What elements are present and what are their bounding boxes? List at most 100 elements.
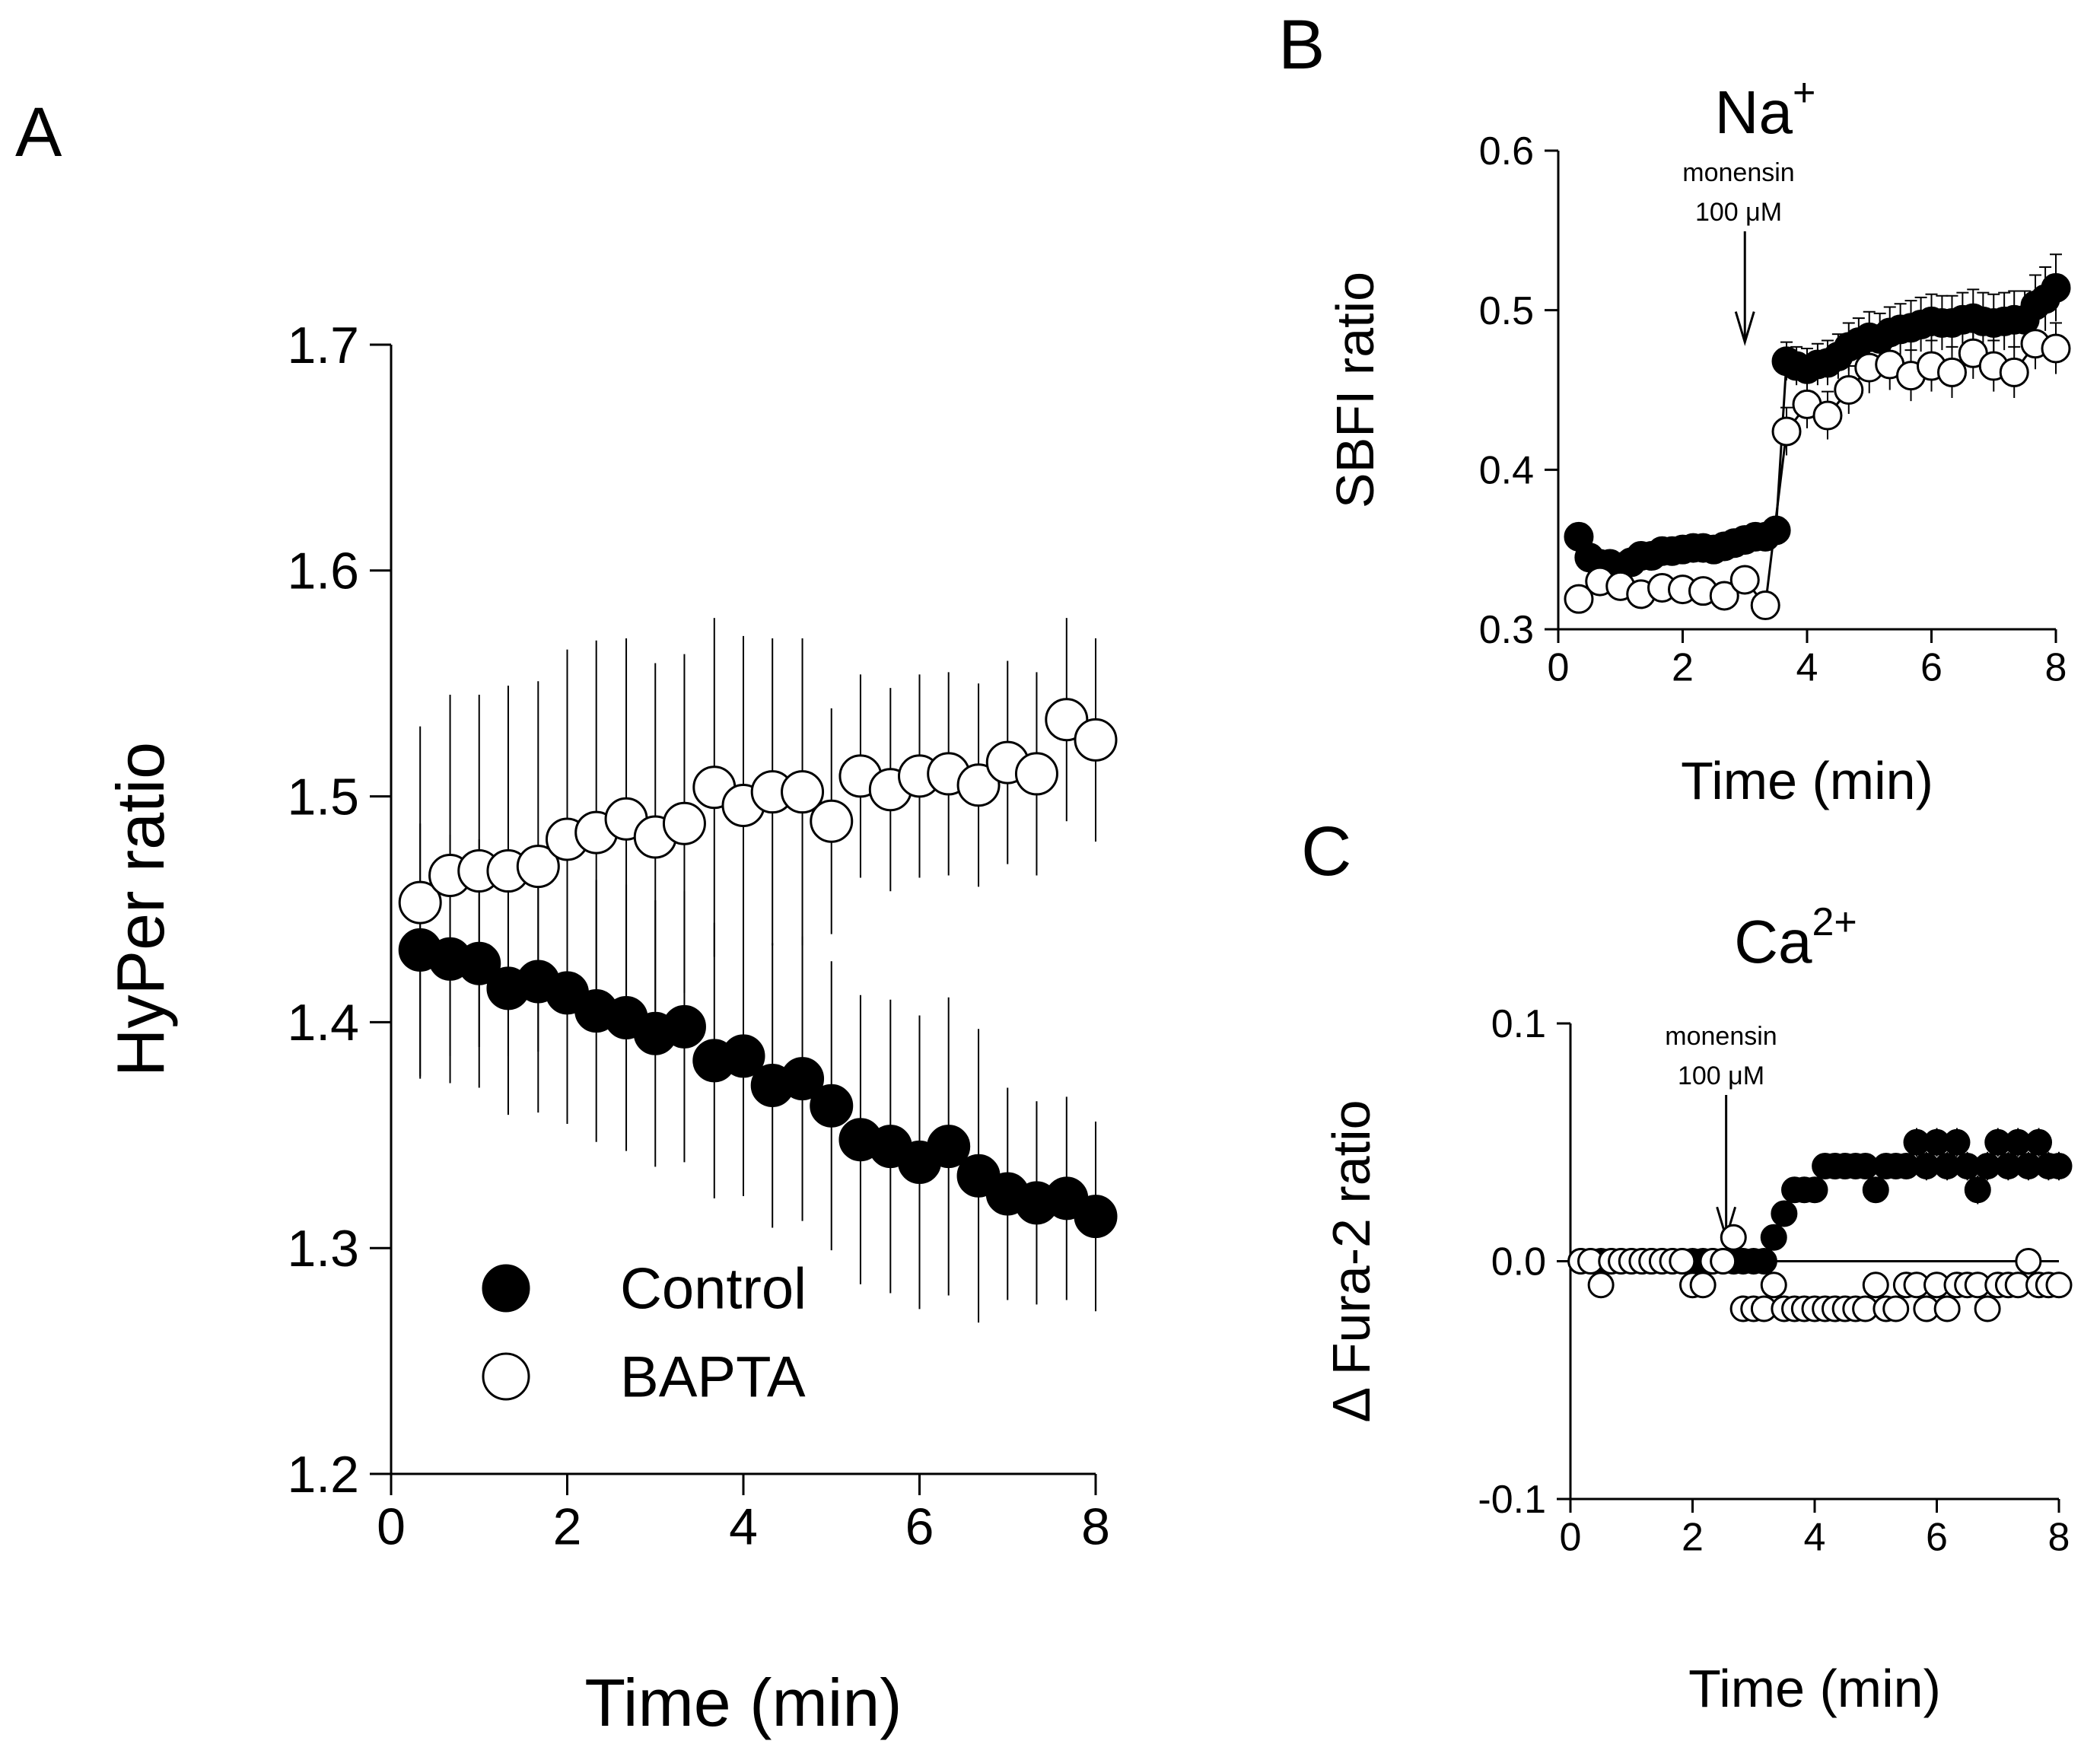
panel-a-letter: A bbox=[15, 94, 62, 171]
panel-c-x-tick-label: 8 bbox=[2048, 1515, 2070, 1559]
panel-c-control-point bbox=[1964, 1176, 1991, 1204]
panel-b-bapta-point bbox=[1729, 565, 1760, 595]
panel-a-x-tick-label: 8 bbox=[1081, 1498, 1110, 1556]
panel-a-y-tick-label: 1.4 bbox=[287, 994, 359, 1052]
panel-a-bapta-point bbox=[398, 880, 442, 925]
panel-a-x-tick-label: 2 bbox=[553, 1498, 582, 1556]
panel-b-title: Na+ bbox=[1715, 71, 1816, 146]
panel-a-y-tick-label: 1.6 bbox=[287, 543, 359, 600]
panel-a-bapta-point bbox=[662, 801, 706, 845]
panel-b-annotation-line-1: monensin bbox=[1682, 158, 1794, 187]
panel-a-bapta-point bbox=[810, 799, 854, 843]
panel-a-control-point bbox=[1074, 1195, 1118, 1239]
panel-a-bapta-point bbox=[516, 845, 560, 889]
panel-a-control-point bbox=[927, 1125, 971, 1169]
panel-b-y-tick-label: 0.3 bbox=[1479, 608, 1534, 652]
panel-c-bapta-point bbox=[1933, 1295, 1961, 1322]
panel-a-y-tick-label: 1.2 bbox=[287, 1446, 359, 1504]
panel-c-bapta-point bbox=[1689, 1271, 1717, 1299]
panel-c-control-point bbox=[1943, 1128, 1971, 1156]
panel-c-control-point bbox=[1760, 1224, 1787, 1251]
panel-c-x-tick-label: 4 bbox=[1804, 1515, 1826, 1559]
panel-b-x-tick-label: 8 bbox=[2045, 645, 2067, 689]
panel-b-bapta-point bbox=[1834, 375, 1864, 405]
panel-c-y-tick-label: -0.1 bbox=[1478, 1478, 1546, 1522]
panel-b-bapta-point bbox=[1812, 400, 1843, 431]
panel-a-y-tick-label: 1.7 bbox=[287, 317, 359, 374]
panel-b-y-tick-label: 0.4 bbox=[1479, 449, 1534, 493]
panel-b-x-tick-label: 4 bbox=[1796, 645, 1818, 689]
panel-b-y-axis-label: SBFI ratio bbox=[1325, 272, 1385, 508]
panel-c-bapta-point bbox=[2015, 1248, 2042, 1275]
panel-b-control-point bbox=[2041, 272, 2071, 303]
panel-c-control-point bbox=[1801, 1176, 1828, 1204]
panel-c-bapta-point bbox=[1587, 1271, 1615, 1299]
panel-c-x-axis-label: Time (min) bbox=[1688, 1659, 1941, 1718]
panel-b-x-axis-label: Time (min) bbox=[1681, 751, 1933, 810]
panel-a-y-axis-label: HyPer ratio bbox=[103, 742, 178, 1077]
panel-c: C Ca2+ 0 2 4 6 8 -0.1 0.0 0.1 Time (min) Δ Fura-2… bbox=[1301, 813, 2073, 1718]
panel-c-control-point bbox=[2025, 1128, 2053, 1156]
panel-a-bapta-point bbox=[1074, 718, 1118, 762]
panel-b-letter: B bbox=[1278, 6, 1325, 84]
panel-c-bapta-point bbox=[1760, 1271, 1787, 1299]
panel-c-control-point bbox=[1750, 1248, 1777, 1275]
panel-b-x-tick-label: 0 bbox=[1548, 645, 1570, 689]
panel-a-legend-marker-control bbox=[482, 1264, 530, 1313]
panel-c-y-tick-label: 0.1 bbox=[1491, 1002, 1546, 1046]
panel-c-x-tick-label: 0 bbox=[1560, 1515, 1582, 1559]
panel-b-bapta-point bbox=[1936, 357, 1967, 387]
panel-c-annotation-line-1: monensin bbox=[1665, 1022, 1777, 1051]
panel-a-legend-marker-bapta bbox=[482, 1352, 530, 1401]
panel-b-title-base: Na bbox=[1715, 78, 1793, 146]
panel-c-x-tick-label: 2 bbox=[1682, 1515, 1704, 1559]
panel-a: A 0 2 4 6 8 1.2 1.3 1.4 1.5 1.6 1.7 Time (min) HyPer… bbox=[15, 94, 1118, 1740]
panel-c-title-base: Ca bbox=[1734, 908, 1812, 975]
panel-c-bapta-point bbox=[2045, 1271, 2073, 1299]
panel-a-legend-label-bapta: BAPTA bbox=[620, 1345, 806, 1410]
panel-a-bapta-point bbox=[956, 763, 1001, 807]
panel-a-y-tick-label: 1.3 bbox=[287, 1220, 359, 1278]
panel-a-legend-label-control: Control bbox=[620, 1257, 807, 1322]
panel-c-y-axis-label: Δ Fura-2 ratio bbox=[1322, 1100, 1381, 1422]
panel-c-bapta-point bbox=[1882, 1295, 1910, 1322]
panel-b-bapta-point bbox=[1999, 357, 2029, 387]
panel-c-control-point bbox=[1862, 1176, 1889, 1204]
panel-c-bapta-point bbox=[1974, 1295, 2001, 1322]
panel-a-x-axis-label: Time (min) bbox=[584, 1665, 902, 1740]
panel-a-control-point bbox=[662, 1004, 706, 1049]
panel-b-y-tick-label: 0.6 bbox=[1479, 129, 1534, 173]
panel-c-title: Ca2+ bbox=[1734, 900, 1857, 975]
panel-a-x-tick-label: 4 bbox=[729, 1498, 758, 1556]
panel-b-bapta-point bbox=[1750, 590, 1780, 621]
panel-b: B Na+ 0 2 4 6 8 0.3 0.4 0.5 0.6 Time (min) SBFI ra… bbox=[1278, 6, 2071, 810]
panel-a-x-tick-label: 6 bbox=[905, 1498, 934, 1556]
panel-c-x-tick-label: 6 bbox=[1926, 1515, 1948, 1559]
panel-b-annotation-arrow-head bbox=[1734, 311, 1755, 346]
panel-b-x-tick-label: 2 bbox=[1672, 645, 1694, 689]
panel-c-bapta-point bbox=[1710, 1248, 1737, 1275]
panel-b-bapta-point bbox=[1564, 584, 1594, 614]
panel-c-y-tick-label: 0.0 bbox=[1491, 1240, 1546, 1284]
panel-b-bapta-point bbox=[1709, 581, 1739, 611]
panel-a-control-point bbox=[810, 1084, 854, 1128]
panel-c-control-point bbox=[2045, 1153, 2073, 1179]
panel-b-title-superscript: + bbox=[1793, 71, 1815, 115]
panel-b-x-tick-label: 6 bbox=[1920, 645, 1943, 689]
panel-a-x-tick-label: 0 bbox=[377, 1498, 406, 1556]
panel-c-control-point bbox=[1771, 1200, 1798, 1227]
panel-b-annotation-line-2: 100 μM bbox=[1695, 198, 1782, 227]
panel-b-bapta-point bbox=[2041, 333, 2071, 364]
panel-a-y-tick-label: 1.5 bbox=[287, 768, 359, 826]
panel-a-control-point bbox=[781, 1057, 825, 1101]
panel-a-bapta-point bbox=[781, 770, 825, 814]
panel-a-control-point bbox=[721, 1034, 765, 1078]
panel-a-bapta-point bbox=[1014, 752, 1058, 796]
panel-c-bapta-point bbox=[1862, 1271, 1889, 1299]
panel-c-title-superscript: 2+ bbox=[1812, 900, 1857, 944]
panel-c-bapta-point bbox=[1720, 1224, 1747, 1251]
panel-c-annotation-line-2: 100 μM bbox=[1678, 1061, 1764, 1090]
panel-c-letter: C bbox=[1301, 813, 1351, 890]
panel-b-bapta-point bbox=[1771, 416, 1802, 447]
